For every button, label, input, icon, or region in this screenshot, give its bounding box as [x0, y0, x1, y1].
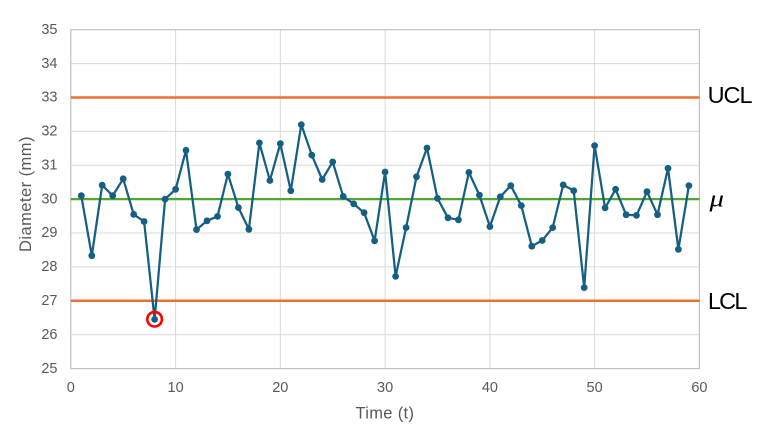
svg-text:Diameter (mm): Diameter (mm) — [17, 137, 35, 253]
svg-text:32: 32 — [41, 124, 57, 140]
svg-text:26: 26 — [41, 327, 57, 343]
svg-text:30: 30 — [41, 191, 57, 207]
svg-text:20: 20 — [272, 380, 288, 396]
svg-text:34: 34 — [41, 56, 57, 72]
svg-text:40: 40 — [482, 380, 498, 396]
svg-text:29: 29 — [41, 225, 57, 241]
svg-text:27: 27 — [41, 293, 57, 309]
svg-text:μ: μ — [708, 185, 724, 212]
svg-text:0: 0 — [67, 380, 75, 396]
svg-text:LCL: LCL — [708, 288, 748, 314]
svg-text:35: 35 — [41, 22, 57, 38]
svg-text:25: 25 — [41, 361, 57, 377]
svg-text:30: 30 — [377, 380, 393, 396]
svg-text:Time (t): Time (t) — [355, 405, 414, 423]
svg-text:10: 10 — [168, 380, 184, 396]
svg-text:50: 50 — [587, 380, 603, 396]
svg-text:60: 60 — [691, 380, 707, 396]
svg-text:31: 31 — [41, 157, 57, 173]
svg-text:UCL: UCL — [708, 82, 753, 108]
svg-text:28: 28 — [41, 259, 57, 275]
svg-text:33: 33 — [41, 90, 57, 106]
